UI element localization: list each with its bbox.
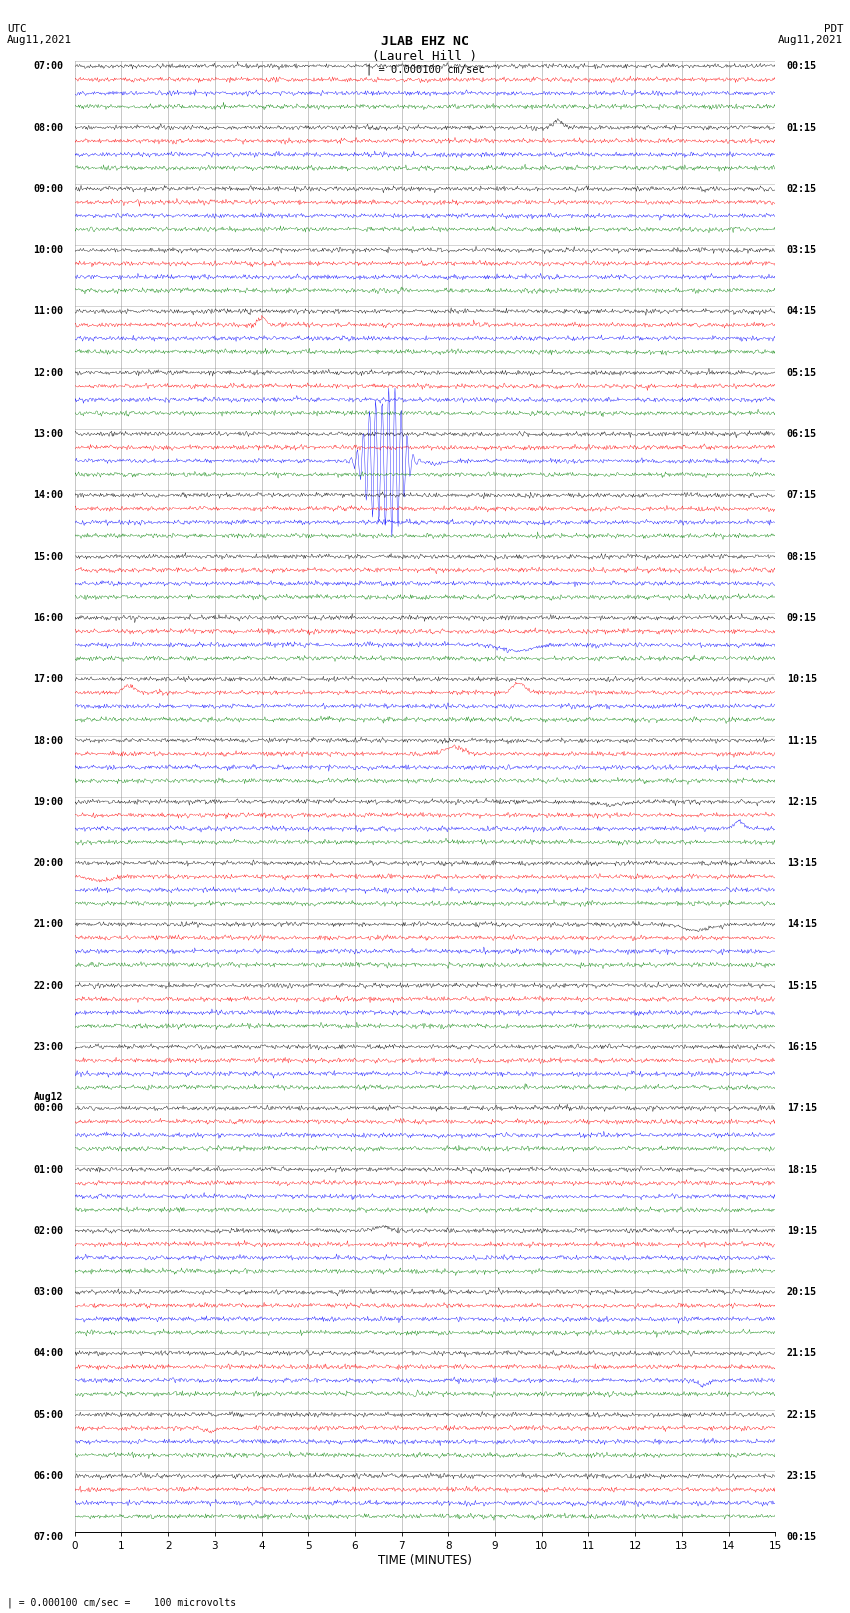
Text: 04:00: 04:00 — [33, 1348, 63, 1358]
Text: 23:15: 23:15 — [787, 1471, 817, 1481]
Text: 05:00: 05:00 — [33, 1410, 63, 1419]
Text: 13:15: 13:15 — [787, 858, 817, 868]
Text: | = 0.000100 cm/sec: | = 0.000100 cm/sec — [366, 65, 484, 76]
Text: 19:00: 19:00 — [33, 797, 63, 806]
Text: 11:00: 11:00 — [33, 306, 63, 316]
Text: 05:15: 05:15 — [787, 368, 817, 377]
Text: 16:15: 16:15 — [787, 1042, 817, 1052]
Text: 09:00: 09:00 — [33, 184, 63, 194]
Text: 14:15: 14:15 — [787, 919, 817, 929]
Text: 06:15: 06:15 — [787, 429, 817, 439]
Text: 21:00: 21:00 — [33, 919, 63, 929]
Text: 22:00: 22:00 — [33, 981, 63, 990]
Text: Aug12: Aug12 — [34, 1092, 63, 1102]
Text: 18:15: 18:15 — [787, 1165, 817, 1174]
Text: 09:15: 09:15 — [787, 613, 817, 623]
Text: 00:15: 00:15 — [787, 1532, 817, 1542]
Text: 07:00: 07:00 — [33, 61, 63, 71]
Text: 17:00: 17:00 — [33, 674, 63, 684]
Text: 10:00: 10:00 — [33, 245, 63, 255]
Text: 11:15: 11:15 — [787, 736, 817, 745]
Text: 00:15: 00:15 — [787, 61, 817, 71]
Text: 15:15: 15:15 — [787, 981, 817, 990]
Text: 01:15: 01:15 — [787, 123, 817, 132]
Text: (Laurel Hill ): (Laurel Hill ) — [372, 50, 478, 63]
Text: UTC: UTC — [7, 24, 26, 34]
Text: 04:15: 04:15 — [787, 306, 817, 316]
Text: 18:00: 18:00 — [33, 736, 63, 745]
Text: 15:00: 15:00 — [33, 552, 63, 561]
Text: 10:15: 10:15 — [787, 674, 817, 684]
Text: 03:15: 03:15 — [787, 245, 817, 255]
Text: | = 0.000100 cm/sec =    100 microvolts: | = 0.000100 cm/sec = 100 microvolts — [7, 1597, 236, 1608]
Text: 12:00: 12:00 — [33, 368, 63, 377]
Text: Aug11,2021: Aug11,2021 — [7, 35, 71, 45]
X-axis label: TIME (MINUTES): TIME (MINUTES) — [378, 1555, 472, 1568]
Text: JLAB EHZ NC: JLAB EHZ NC — [381, 35, 469, 48]
Text: 19:15: 19:15 — [787, 1226, 817, 1236]
Text: PDT: PDT — [824, 24, 843, 34]
Text: 14:00: 14:00 — [33, 490, 63, 500]
Text: 02:15: 02:15 — [787, 184, 817, 194]
Text: 00:00: 00:00 — [33, 1103, 63, 1113]
Text: 03:00: 03:00 — [33, 1287, 63, 1297]
Text: 13:00: 13:00 — [33, 429, 63, 439]
Text: 17:15: 17:15 — [787, 1103, 817, 1113]
Text: Aug11,2021: Aug11,2021 — [779, 35, 843, 45]
Text: 16:00: 16:00 — [33, 613, 63, 623]
Text: 22:15: 22:15 — [787, 1410, 817, 1419]
Text: 08:00: 08:00 — [33, 123, 63, 132]
Text: 08:15: 08:15 — [787, 552, 817, 561]
Text: 21:15: 21:15 — [787, 1348, 817, 1358]
Text: 07:15: 07:15 — [787, 490, 817, 500]
Text: 20:00: 20:00 — [33, 858, 63, 868]
Text: 06:00: 06:00 — [33, 1471, 63, 1481]
Text: 23:00: 23:00 — [33, 1042, 63, 1052]
Text: 20:15: 20:15 — [787, 1287, 817, 1297]
Text: 12:15: 12:15 — [787, 797, 817, 806]
Text: 01:00: 01:00 — [33, 1165, 63, 1174]
Text: 07:00: 07:00 — [33, 1532, 63, 1542]
Text: 02:00: 02:00 — [33, 1226, 63, 1236]
